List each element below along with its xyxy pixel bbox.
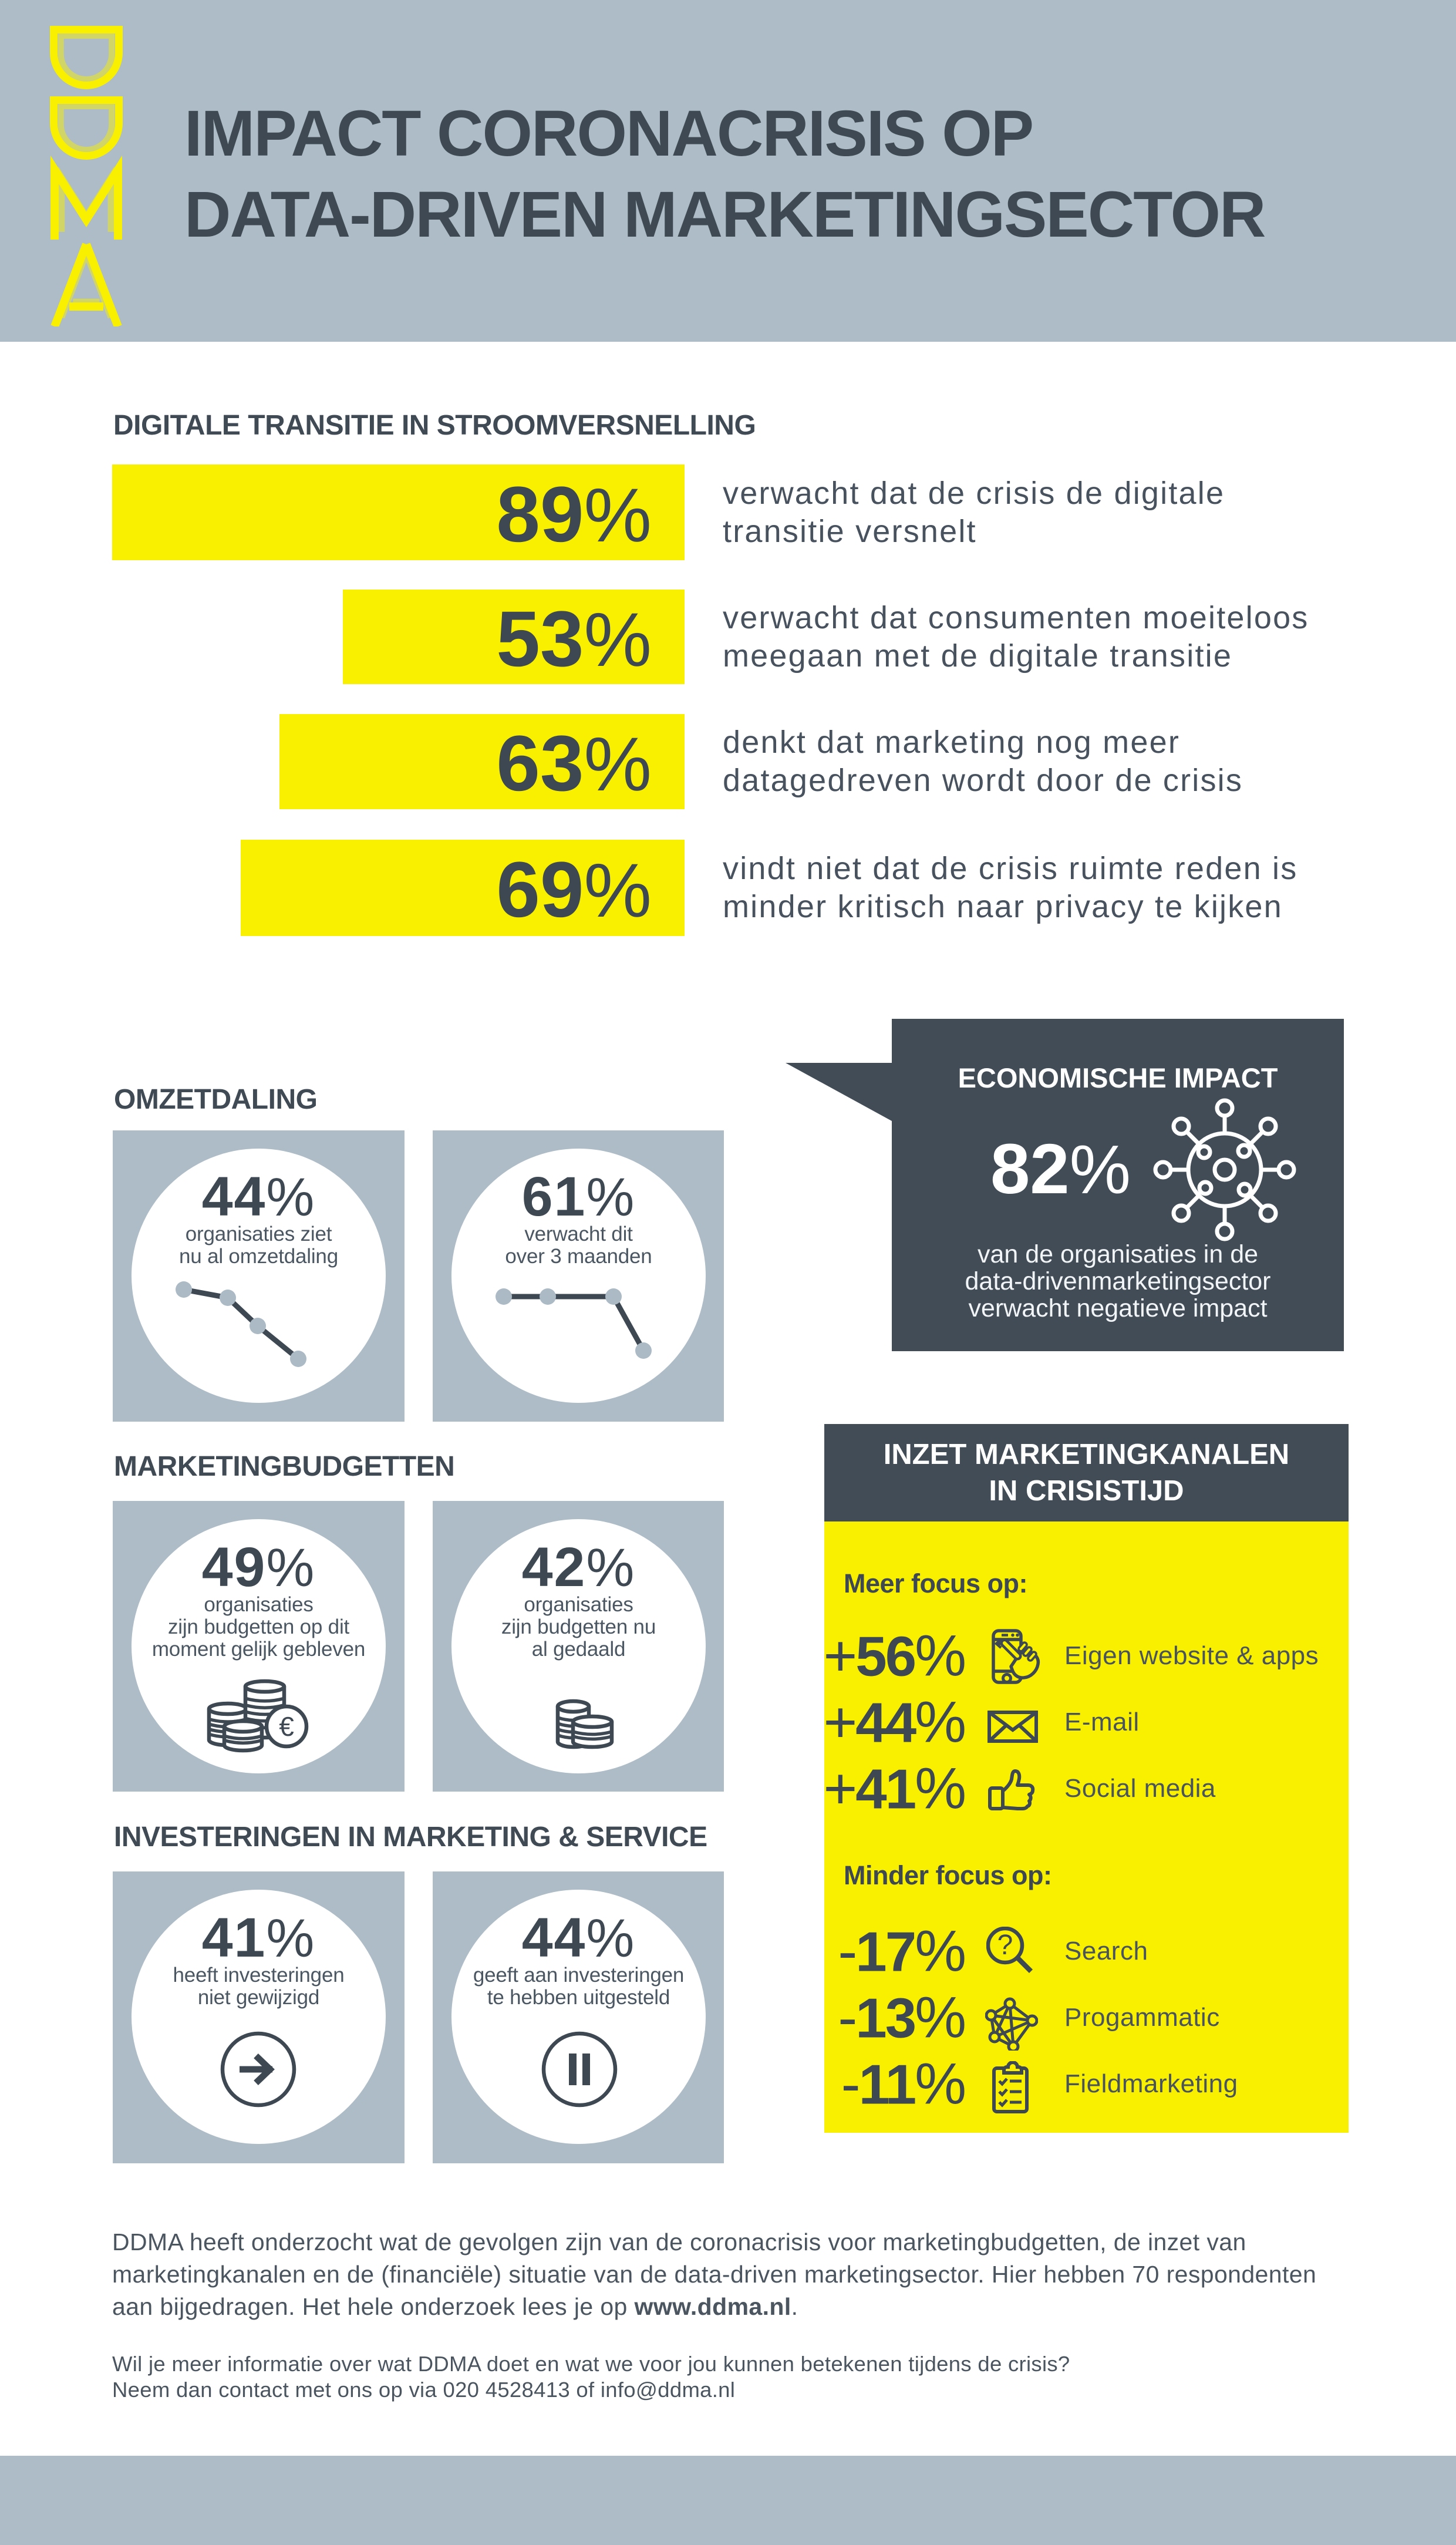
svg-text:?: ?: [997, 1930, 1013, 1961]
svg-text:€: €: [279, 1711, 294, 1742]
